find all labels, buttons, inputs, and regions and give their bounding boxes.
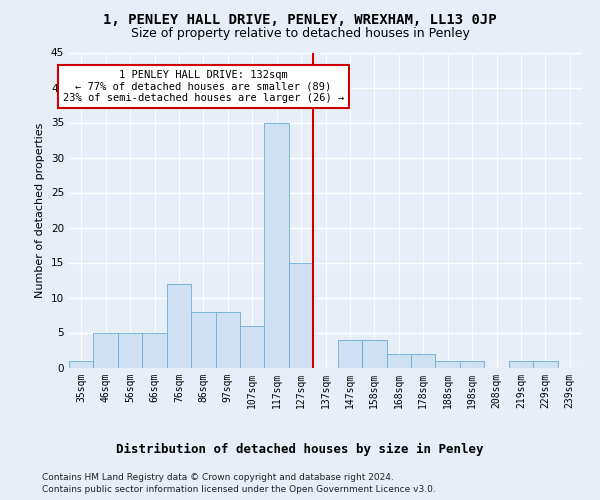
Bar xyxy=(460,360,484,368)
Bar xyxy=(289,262,313,368)
Text: Contains HM Land Registry data © Crown copyright and database right 2024.: Contains HM Land Registry data © Crown c… xyxy=(42,472,394,482)
Bar xyxy=(142,332,167,368)
Bar xyxy=(69,360,94,368)
Bar xyxy=(167,284,191,368)
Bar xyxy=(191,312,215,368)
Bar xyxy=(240,326,265,368)
Bar xyxy=(94,332,118,368)
Bar xyxy=(533,360,557,368)
Text: Contains public sector information licensed under the Open Government Licence v3: Contains public sector information licen… xyxy=(42,485,436,494)
Text: Size of property relative to detached houses in Penley: Size of property relative to detached ho… xyxy=(131,28,469,40)
Bar xyxy=(509,360,533,368)
Bar xyxy=(386,354,411,368)
Y-axis label: Number of detached properties: Number of detached properties xyxy=(35,122,46,298)
Text: 1 PENLEY HALL DRIVE: 132sqm
← 77% of detached houses are smaller (89)
23% of sem: 1 PENLEY HALL DRIVE: 132sqm ← 77% of det… xyxy=(63,70,344,103)
Bar xyxy=(411,354,436,368)
Text: 1, PENLEY HALL DRIVE, PENLEY, WREXHAM, LL13 0JP: 1, PENLEY HALL DRIVE, PENLEY, WREXHAM, L… xyxy=(103,12,497,26)
Bar xyxy=(265,122,289,368)
Bar xyxy=(362,340,386,367)
Bar xyxy=(118,332,142,368)
Bar xyxy=(436,360,460,368)
Text: Distribution of detached houses by size in Penley: Distribution of detached houses by size … xyxy=(116,442,484,456)
Bar xyxy=(215,312,240,368)
Bar xyxy=(338,340,362,367)
